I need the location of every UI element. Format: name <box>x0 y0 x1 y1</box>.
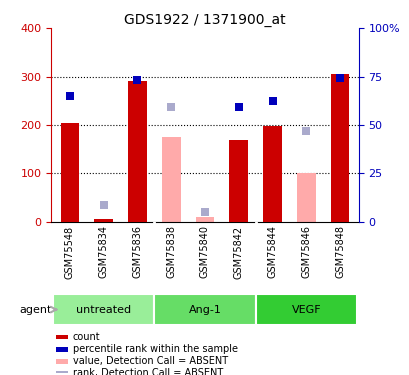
Bar <box>297 173 315 222</box>
Text: GSM75846: GSM75846 <box>301 225 310 279</box>
Text: Ang-1: Ang-1 <box>188 304 221 315</box>
Text: count: count <box>73 332 100 342</box>
Text: GSM75844: GSM75844 <box>267 225 277 279</box>
Text: untreated: untreated <box>76 304 131 315</box>
Bar <box>56 371 67 375</box>
Bar <box>56 335 67 339</box>
Text: GSM75842: GSM75842 <box>233 225 243 279</box>
Bar <box>195 217 214 222</box>
Text: rank, Detection Call = ABSENT: rank, Detection Call = ABSENT <box>73 368 222 375</box>
Bar <box>255 294 356 325</box>
Text: value, Detection Call = ABSENT: value, Detection Call = ABSENT <box>73 356 227 366</box>
Text: agent: agent <box>19 304 52 315</box>
Text: GSM75834: GSM75834 <box>99 225 108 279</box>
Bar <box>56 359 67 364</box>
Bar <box>94 219 112 222</box>
Bar <box>330 74 348 222</box>
Bar <box>263 126 281 222</box>
Bar <box>61 123 79 222</box>
Bar <box>154 294 255 325</box>
Text: GSM75548: GSM75548 <box>65 225 75 279</box>
Text: percentile rank within the sample: percentile rank within the sample <box>73 344 237 354</box>
Bar <box>162 137 180 222</box>
Bar <box>53 294 154 325</box>
Bar <box>56 347 67 352</box>
Text: GSM75840: GSM75840 <box>200 225 209 279</box>
Text: GSM75848: GSM75848 <box>334 225 344 279</box>
Title: GDS1922 / 1371900_at: GDS1922 / 1371900_at <box>124 13 285 27</box>
Bar <box>229 141 247 222</box>
Text: GSM75838: GSM75838 <box>166 225 176 279</box>
Bar <box>128 81 146 222</box>
Text: VEGF: VEGF <box>291 304 320 315</box>
Text: GSM75836: GSM75836 <box>132 225 142 279</box>
